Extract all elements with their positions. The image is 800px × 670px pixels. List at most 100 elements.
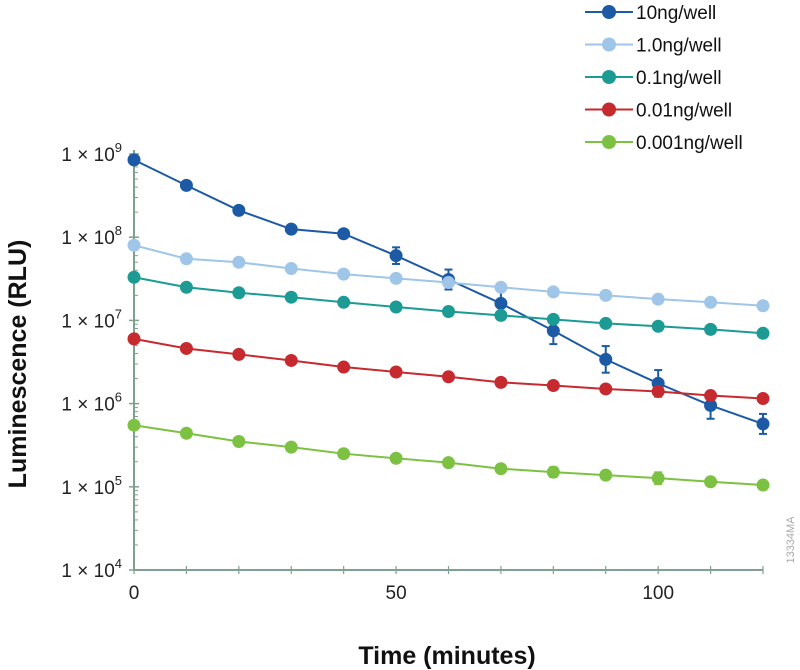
legend-marker <box>602 135 616 149</box>
x-tick-label: 100 <box>642 583 674 604</box>
data-point <box>337 267 351 281</box>
data-point <box>704 398 718 412</box>
data-point <box>442 276 455 290</box>
data-point <box>756 326 770 340</box>
x-axis-title: Time (minutes) <box>358 642 535 670</box>
data-point <box>127 153 141 167</box>
data-point <box>494 308 508 322</box>
data-point <box>389 451 403 465</box>
data-point <box>232 347 246 361</box>
data-point <box>599 468 613 482</box>
data-point <box>756 299 770 313</box>
data-point <box>127 418 141 432</box>
data-point <box>546 379 560 393</box>
legend-marker <box>602 37 616 52</box>
data-point <box>756 392 770 406</box>
data-point <box>284 222 298 236</box>
legend-label: 0.1ng/well <box>636 68 722 89</box>
x-tick-label: 0 <box>129 583 140 604</box>
data-point <box>442 370 455 384</box>
data-point <box>704 322 718 336</box>
data-point <box>179 341 193 355</box>
legend-item-3: 0.1ng/well <box>585 68 722 89</box>
data-point <box>389 271 403 285</box>
data-point <box>232 435 246 449</box>
data-point <box>284 262 298 276</box>
y-tick-label: 1 × 106 <box>61 390 122 416</box>
data-point <box>756 478 770 492</box>
axes: 1 × 109 1 × 108 1 × 107 1 × 106 1 × 105 1 × 1… <box>61 140 764 604</box>
data-point <box>704 295 718 309</box>
series-layer <box>127 153 770 492</box>
data-point <box>389 249 403 263</box>
legend-label: 1.0ng/well <box>636 36 722 57</box>
data-point <box>284 353 298 367</box>
data-point <box>704 475 718 489</box>
series-line <box>133 337 764 400</box>
legend-label: 10ng/well <box>636 3 716 24</box>
series-5 <box>127 418 770 492</box>
data-point <box>179 426 193 440</box>
data-point <box>651 471 665 485</box>
legend: 10ng/well 1.0ng/well 0.1ng/well 0.01ng/well… <box>585 3 743 154</box>
data-point <box>284 440 298 454</box>
data-point <box>651 384 665 398</box>
legend-item-1: 10ng/well <box>585 3 716 24</box>
data-point <box>546 465 560 479</box>
data-point <box>494 296 508 310</box>
data-point <box>337 447 351 461</box>
data-point <box>599 316 613 330</box>
data-point <box>599 288 613 302</box>
data-point <box>442 304 455 318</box>
data-point <box>599 382 613 396</box>
data-point <box>599 352 613 366</box>
data-point <box>179 280 193 294</box>
data-point <box>546 312 560 326</box>
data-point <box>127 270 141 284</box>
y-tick-label: 1 × 107 <box>61 306 122 332</box>
data-point <box>442 456 455 470</box>
data-point <box>651 292 665 306</box>
legend-item-4: 0.01ng/well <box>585 101 732 122</box>
legend-label: 0.01ng/well <box>636 101 732 122</box>
data-point <box>756 417 770 431</box>
data-point <box>494 280 508 294</box>
data-point <box>494 462 508 476</box>
data-point <box>284 290 298 304</box>
data-point <box>179 178 193 192</box>
y-tick-label: 1 × 105 <box>61 473 122 499</box>
data-point <box>389 365 403 379</box>
series-3 <box>127 270 770 340</box>
series-4 <box>127 332 770 406</box>
x-tick-label: 50 <box>386 583 407 604</box>
legend-label: 0.001ng/well <box>636 133 743 154</box>
legend-marker <box>602 102 616 117</box>
data-point <box>127 238 141 252</box>
data-point <box>337 360 351 374</box>
legend-marker <box>602 5 616 19</box>
data-point <box>389 300 403 314</box>
data-point <box>127 332 141 346</box>
series-line <box>133 424 764 487</box>
legend-item-5: 0.001ng/well <box>585 133 743 154</box>
legend-marker <box>602 70 616 84</box>
data-point <box>232 255 246 269</box>
y-tick-label: 1 × 108 <box>61 223 122 249</box>
data-point <box>494 375 508 389</box>
y-tick-label: 1 × 104 <box>61 556 122 582</box>
legend-item-2: 1.0ng/well <box>585 36 722 57</box>
series-2 <box>127 238 770 313</box>
data-point <box>651 319 665 333</box>
data-point <box>179 252 193 266</box>
data-point <box>546 285 560 299</box>
data-point <box>337 295 351 309</box>
data-point <box>232 286 246 300</box>
data-point <box>704 389 718 403</box>
y-axis-title: Luminescence (RLU) <box>4 240 32 489</box>
y-tick-label: 1 × 109 <box>61 140 122 166</box>
data-point <box>546 324 560 338</box>
data-point <box>337 227 351 241</box>
figure-id: 13334MA <box>785 516 797 564</box>
data-point <box>232 203 246 217</box>
